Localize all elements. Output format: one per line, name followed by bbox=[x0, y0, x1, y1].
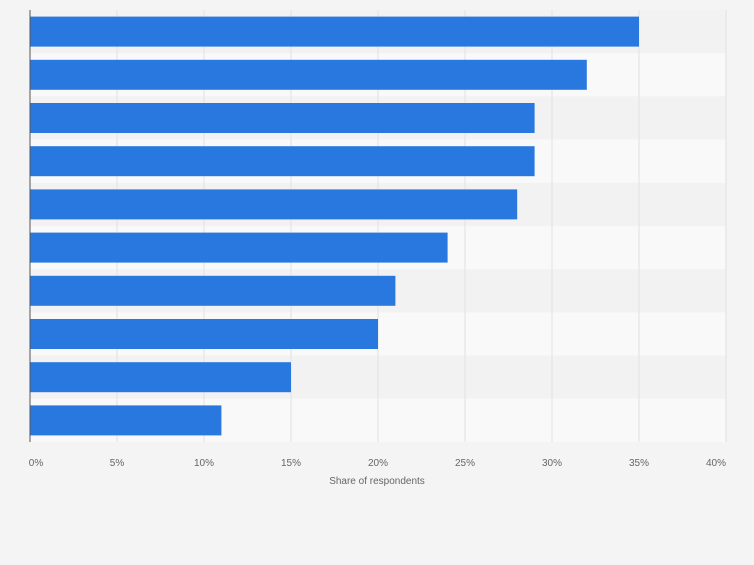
bar bbox=[30, 275, 396, 306]
bar bbox=[30, 362, 291, 393]
bar bbox=[30, 232, 448, 263]
x-tick-label: 35% bbox=[629, 458, 649, 469]
x-tick-label: 15% bbox=[281, 458, 301, 469]
x-tick-labels: 0% 5% 10% 15% 20% 25% 30% 35% 40% bbox=[29, 458, 726, 469]
x-axis-label: Share of respondents bbox=[329, 476, 425, 487]
bar bbox=[30, 319, 378, 349]
x-tick-label: 30% bbox=[542, 458, 562, 469]
bar bbox=[30, 59, 587, 90]
bar bbox=[30, 405, 222, 436]
x-tick-label: 40% bbox=[706, 458, 726, 469]
x-tick-label: 20% bbox=[368, 458, 388, 469]
x-tick-label: 10% bbox=[194, 458, 214, 469]
x-tick-label: 5% bbox=[110, 458, 125, 469]
bar bbox=[30, 16, 639, 47]
bar bbox=[30, 189, 518, 220]
x-tick-label: 25% bbox=[455, 458, 475, 469]
bars bbox=[30, 16, 639, 436]
x-tick-label: 0% bbox=[29, 458, 44, 469]
bar bbox=[30, 103, 535, 133]
bar bbox=[30, 146, 535, 177]
